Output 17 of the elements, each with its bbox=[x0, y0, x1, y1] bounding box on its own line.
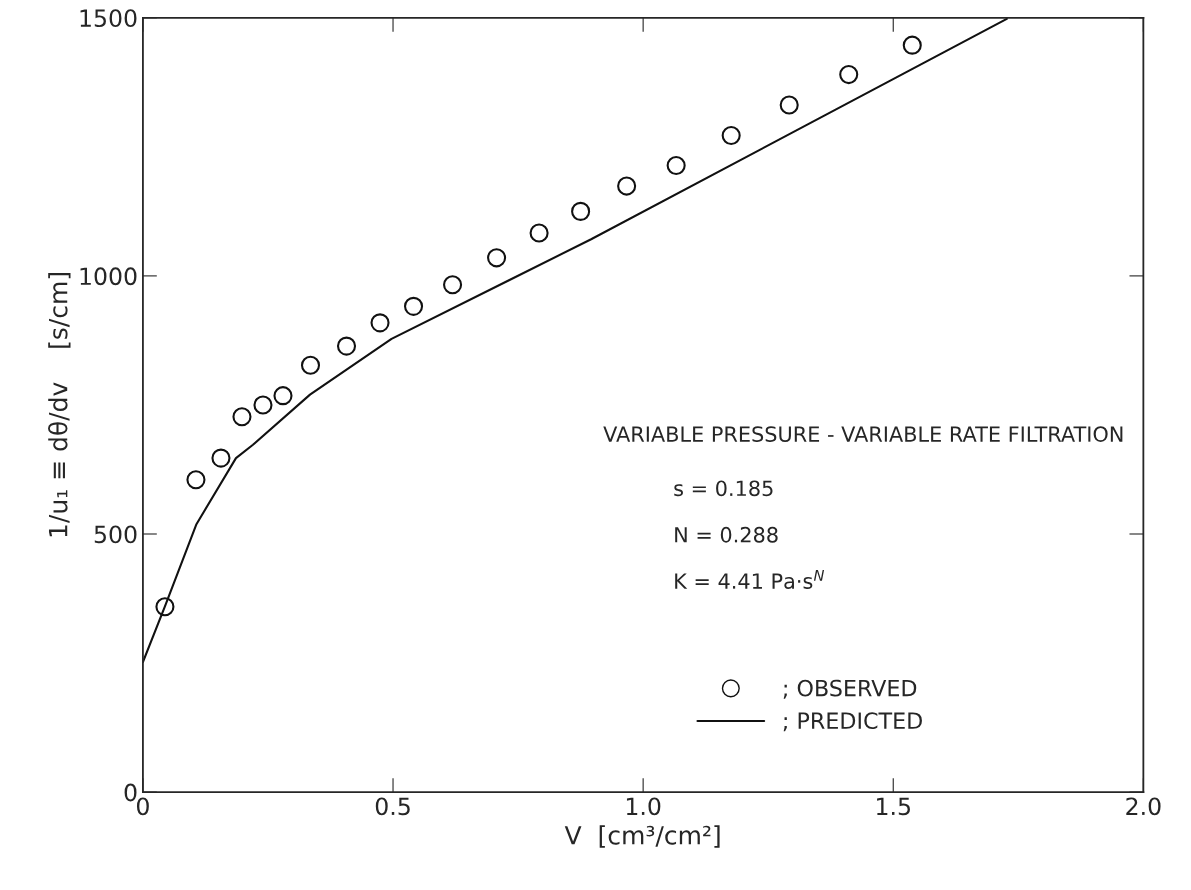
y-axis-title: 1/u₁ ≡ dθ/dv [s/cm] bbox=[48, 273, 71, 537]
y-tick-label: 500 bbox=[94, 525, 137, 544]
legend-label: ; OBSERVED bbox=[783, 679, 917, 699]
annotation: K = 4.41 Pa·s$^{N}$ bbox=[675, 570, 825, 589]
x-tick-label: 2.0 bbox=[1126, 797, 1161, 816]
x-tick-label: 1.0 bbox=[626, 797, 661, 816]
y-tick-label: 1000 bbox=[80, 267, 137, 286]
annotation: N = 0.288 bbox=[675, 526, 778, 543]
x-tick-label: 1.5 bbox=[877, 797, 910, 816]
y-tick-label: 1500 bbox=[80, 9, 137, 28]
legend-label: ; PREDICTED bbox=[783, 712, 922, 732]
annotation: VARIABLE PRESSURE - VARIABLE RATE FILTRATION bbox=[603, 426, 1123, 442]
x-axis-title: V [cm³/cm²] bbox=[564, 825, 720, 848]
y-tick-label: 0 bbox=[124, 783, 137, 802]
x-tick-label: 0 bbox=[136, 797, 149, 816]
annotation: s = 0.185 bbox=[674, 480, 773, 497]
x-tick-label: 0.5 bbox=[375, 797, 410, 816]
